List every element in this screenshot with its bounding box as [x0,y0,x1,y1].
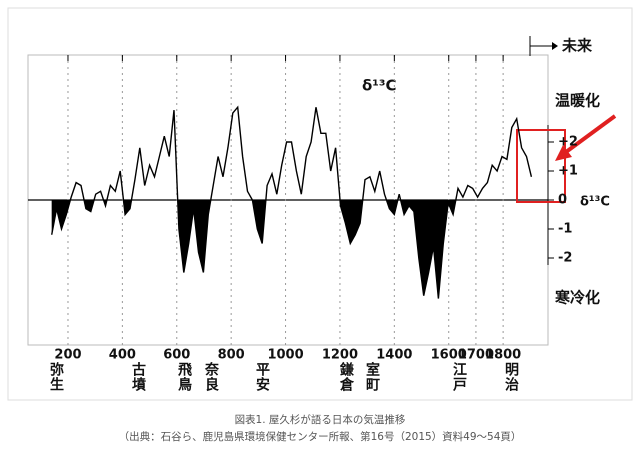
y-tick-label: -1 [558,222,572,237]
x-tick-label: 1600 [431,348,467,363]
caption: 図表1. 屋久杉が語る日本の気温推移 [235,413,406,426]
x-tick-label: 600 [163,348,190,363]
y-tick-label: +2 [558,135,578,150]
future-label: 未来 [561,37,593,55]
era-label: 古墳 [130,361,146,392]
source: （出典：石谷ら、鹿児島県環境保健センター所報、第16号（2015）資料49〜54… [119,430,522,443]
highlight-arrowhead [555,145,572,161]
highlight-box [516,129,566,203]
x-tick-label: 1800 [485,348,521,363]
y-tick-label: -2 [558,251,572,266]
x-tick-label: 1200 [322,348,358,363]
y-tick-label: +1 [558,164,578,179]
y-axis-label: δ¹³C [580,195,610,210]
data-line [51,105,533,299]
figure-border [7,7,633,401]
highlight-arrow [564,114,617,154]
x-tick-label: 800 [218,348,245,363]
era-label: 江戸 [451,361,467,392]
x-tick-label: 1700 [458,348,494,363]
x-tick-label: 400 [109,348,136,363]
y-tick-label: 0 [558,193,567,208]
x-tick-label: 1000 [267,348,303,363]
x-tick-label: 1400 [376,348,412,363]
future-arrowhead [552,42,558,50]
chart-title: δ¹³C [362,77,396,95]
warm-label: 温暖化 [555,92,600,110]
era-label: 奈良 [203,361,220,392]
cold-label: 寒冷化 [555,289,600,307]
negative-area [51,200,532,299]
era-label: 鎌倉 [338,361,355,392]
era-label: 弥生 [48,361,64,392]
x-tick-label: 200 [54,348,81,363]
era-label: 飛鳥 [176,362,193,392]
era-label: 室町 [364,361,380,392]
era-label: 平安 [254,362,270,392]
era-label: 明治 [503,362,519,392]
